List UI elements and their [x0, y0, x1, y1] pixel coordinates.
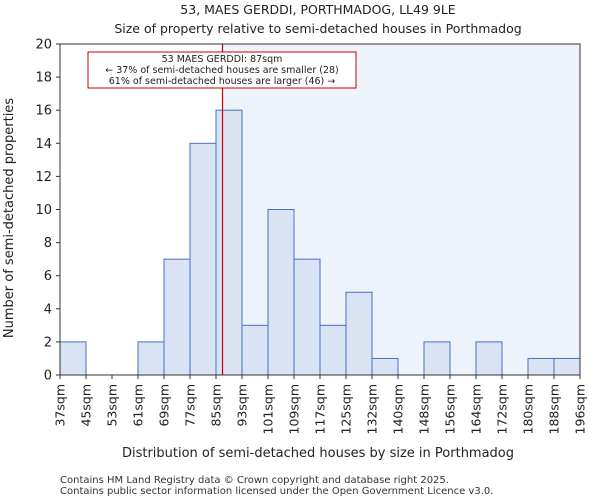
- x-tick-label: 148sqm: [417, 384, 432, 434]
- bar-148sqm: [423, 341, 451, 376]
- x-tick-label: 140sqm: [391, 384, 406, 434]
- footer-line-2: Contains public sector information licen…: [60, 486, 493, 497]
- footer-line-1: Contains HM Land Registry data © Crown c…: [60, 475, 449, 486]
- x-tick-label: 85sqm: [209, 384, 224, 427]
- x-tick-label: 61sqm: [131, 384, 146, 427]
- x-tick-label: 156sqm: [443, 384, 458, 434]
- x-tick-label: 196sqm: [573, 384, 588, 434]
- x-tick-label: 69sqm: [157, 384, 172, 427]
- y-tick-label: 2: [44, 335, 52, 350]
- x-tick-label: 188sqm: [547, 384, 562, 434]
- x-tick-label: 117sqm: [313, 384, 328, 434]
- y-tick-label: 16: [35, 104, 52, 119]
- bar-69sqm: [163, 258, 191, 376]
- y-tick-label: 10: [35, 203, 52, 218]
- x-tick-label: 132sqm: [365, 384, 380, 434]
- bar-85sqm: [215, 109, 243, 376]
- annotation-box: [87, 51, 357, 89]
- bar-117sqm: [319, 324, 347, 376]
- bar-109sqm: [293, 258, 321, 376]
- bar-180sqm: [527, 357, 555, 376]
- bar-61sqm: [137, 341, 165, 376]
- chart-subtitle: Size of property relative to semi-detach…: [114, 21, 521, 36]
- bar-188sqm: [553, 357, 581, 376]
- plot-area: 0 2 4 6 8 10 12 14 16 18 20 37sqm 45sqm 53sqm 61sqm 69s…: [35, 38, 587, 435]
- y-axis-label: Number of semi-detached properties: [2, 98, 17, 338]
- x-tick-label: 77sqm: [183, 384, 198, 427]
- y-tick-label: 6: [44, 269, 52, 284]
- x-tick-label: 125sqm: [339, 384, 354, 434]
- chart-title: 53, MAES GERDDI, PORTHMADOG, LL49 9LE: [180, 2, 455, 17]
- x-axis-label: Distribution of semi-detached houses by …: [122, 446, 514, 461]
- bar-37sqm: [59, 341, 87, 376]
- x-tick-label: 53sqm: [105, 384, 120, 427]
- x-tick-label: 93sqm: [235, 384, 250, 427]
- y-tick-label: 12: [35, 170, 52, 185]
- y-tick-label: 4: [44, 302, 52, 317]
- bar-164sqm: [475, 341, 503, 376]
- bar-77sqm: [189, 142, 217, 376]
- x-tick-label: 109sqm: [287, 384, 302, 434]
- y-tick-label: 8: [44, 236, 52, 251]
- bar-101sqm: [267, 209, 295, 376]
- x-tick-label: 172sqm: [495, 384, 510, 434]
- bar-125sqm: [345, 291, 373, 376]
- annotation-line-2: ← 37% of semi-detached houses are smalle…: [105, 65, 339, 76]
- y-tick-label: 18: [35, 71, 52, 86]
- bar-93sqm: [241, 324, 269, 376]
- y-tick-label: 0: [44, 369, 52, 384]
- x-tick-label: 37sqm: [53, 384, 68, 427]
- annotation-line-3: 61% of semi-detached houses are larger (…: [109, 76, 336, 87]
- x-tick-label: 180sqm: [521, 384, 536, 434]
- x-tick-label: 101sqm: [261, 384, 276, 434]
- y-tick-label: 20: [35, 38, 52, 53]
- x-tick-label: 45sqm: [79, 384, 94, 427]
- bar-132sqm: [371, 357, 399, 376]
- y-tick-label: 14: [35, 137, 52, 152]
- x-tick-label: 164sqm: [469, 384, 484, 434]
- annotation-line-1: 53 MAES GERDDI: 87sqm: [162, 54, 283, 65]
